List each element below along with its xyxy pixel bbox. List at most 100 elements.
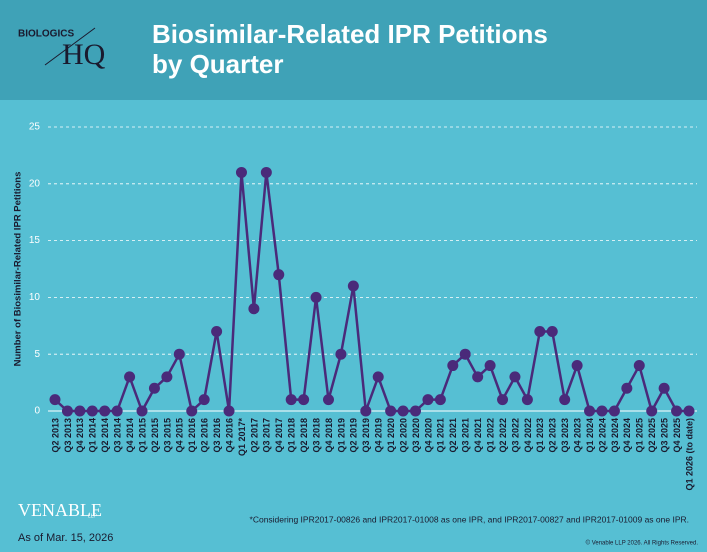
x-tick-label: Q3 2017 bbox=[262, 418, 272, 453]
x-tick-label: Q2 2016 bbox=[200, 418, 210, 453]
x-tick-label: Q4 2020 bbox=[423, 418, 433, 453]
data-point bbox=[124, 371, 136, 383]
data-point bbox=[546, 325, 558, 337]
x-tick-label: Q3 2021 bbox=[461, 418, 471, 453]
x-tick-label: Q4 2022 bbox=[523, 418, 533, 453]
x-tick-label: Q4 2013 bbox=[75, 418, 85, 453]
data-point bbox=[534, 325, 546, 337]
x-tick-label: Q3 2018 bbox=[311, 418, 321, 453]
x-tick-label: Q4 2021 bbox=[473, 418, 483, 453]
y-tick-label: 0 bbox=[34, 406, 40, 417]
data-point bbox=[571, 360, 583, 372]
x-tick-label: Q2 2019 bbox=[349, 418, 359, 453]
x-tick-label: Q3 2023 bbox=[560, 418, 570, 453]
data-point bbox=[646, 405, 658, 417]
y-axis-label: Number of Biosimilar-Related IPR Petitio… bbox=[13, 172, 24, 367]
x-tick-label: Q2 2022 bbox=[498, 418, 508, 453]
data-point bbox=[74, 405, 86, 417]
data-point bbox=[248, 303, 260, 315]
data-point bbox=[658, 382, 670, 394]
x-tick-label: Q3 2025 bbox=[660, 418, 670, 453]
data-point bbox=[86, 405, 98, 417]
data-point bbox=[422, 394, 434, 406]
footnote: *Considering IPR2017-00826 and IPR2017-0… bbox=[250, 514, 689, 524]
data-point bbox=[173, 348, 185, 360]
x-tick-label: Q2 2017 bbox=[249, 418, 259, 453]
x-tick-label: Q2 2015 bbox=[150, 418, 160, 453]
data-point bbox=[559, 394, 571, 406]
data-point bbox=[260, 166, 272, 178]
x-tick-label: Q1 2021 bbox=[436, 418, 446, 453]
x-tick-label: Q1 2015 bbox=[137, 418, 147, 453]
data-point bbox=[285, 394, 297, 406]
data-point bbox=[347, 280, 359, 292]
x-tick-label: Q3 2024 bbox=[610, 418, 620, 453]
data-point bbox=[497, 394, 509, 406]
data-point bbox=[198, 394, 210, 406]
y-tick-label: 10 bbox=[29, 292, 41, 303]
data-point bbox=[161, 371, 173, 383]
x-tick-label: Q2 2013 bbox=[50, 418, 60, 453]
data-point bbox=[322, 394, 334, 406]
data-point bbox=[111, 405, 123, 417]
data-point bbox=[459, 348, 471, 360]
x-tick-label: Q1 2024 bbox=[585, 418, 595, 453]
data-point bbox=[136, 405, 148, 417]
x-tick-label: Q4 2023 bbox=[572, 418, 582, 453]
x-tick-label: Q4 2016 bbox=[224, 418, 234, 453]
data-point bbox=[596, 405, 608, 417]
data-point bbox=[385, 405, 397, 417]
x-tick-label: Q1 2017* bbox=[237, 418, 247, 457]
x-tick-label: Q1 2022 bbox=[485, 418, 495, 453]
x-tick-label: Q1 2025 bbox=[635, 418, 645, 453]
data-point bbox=[671, 405, 683, 417]
data-point bbox=[410, 405, 422, 417]
data-point bbox=[360, 405, 372, 417]
logo-top: BIOLOGICS bbox=[18, 29, 74, 40]
chart-title: by Quarter bbox=[152, 49, 284, 79]
data-point bbox=[509, 371, 521, 383]
data-point bbox=[49, 394, 61, 406]
x-tick-label: Q1 2018 bbox=[287, 418, 297, 453]
data-point bbox=[298, 394, 310, 406]
data-point bbox=[484, 360, 496, 372]
x-tick-label: Q4 2025 bbox=[672, 418, 682, 453]
x-tick-label: Q1 2026 (to date) bbox=[684, 418, 694, 491]
x-tick-label: Q2 2025 bbox=[647, 418, 657, 453]
data-point bbox=[434, 394, 446, 406]
data-point bbox=[223, 405, 235, 417]
data-line bbox=[54, 171, 689, 413]
x-tick-label: Q3 2019 bbox=[361, 418, 371, 453]
x-tick-label: Q2 2018 bbox=[299, 418, 309, 453]
x-tick-label: Q4 2024 bbox=[622, 418, 632, 453]
x-tick-label: Q4 2015 bbox=[175, 418, 185, 453]
x-tick-label: Q4 2019 bbox=[374, 418, 384, 453]
data-point bbox=[447, 360, 459, 372]
x-tick-label: Q3 2020 bbox=[411, 418, 421, 453]
chart-title: Biosimilar-Related IPR Petitions bbox=[152, 19, 548, 49]
data-point bbox=[472, 371, 484, 383]
x-tick-label: Q1 2020 bbox=[386, 418, 396, 453]
data-point bbox=[584, 405, 596, 417]
x-tick-label: Q2 2021 bbox=[448, 418, 458, 453]
y-tick-label: 5 bbox=[34, 349, 40, 360]
y-tick-label: 25 bbox=[29, 122, 41, 133]
x-tick-label: Q2 2014 bbox=[100, 418, 110, 453]
data-point bbox=[633, 360, 645, 372]
as-of-date: As of Mar. 15, 2026 bbox=[18, 532, 113, 544]
logo-slash bbox=[44, 27, 96, 66]
x-tick-label: Q3 2014 bbox=[113, 418, 123, 453]
x-tick-label: Q3 2015 bbox=[162, 418, 172, 453]
x-tick-label: Q1 2014 bbox=[88, 418, 98, 453]
x-tick-label: Q1 2016 bbox=[187, 418, 197, 453]
data-point bbox=[621, 382, 633, 394]
data-point bbox=[99, 405, 111, 417]
data-point bbox=[608, 405, 620, 417]
header-band bbox=[0, 0, 707, 100]
x-tick-label: Q2 2023 bbox=[548, 418, 558, 453]
data-point bbox=[235, 166, 247, 178]
data-point bbox=[372, 371, 384, 383]
x-tick-label: Q4 2014 bbox=[125, 418, 135, 453]
data-point bbox=[397, 405, 409, 417]
